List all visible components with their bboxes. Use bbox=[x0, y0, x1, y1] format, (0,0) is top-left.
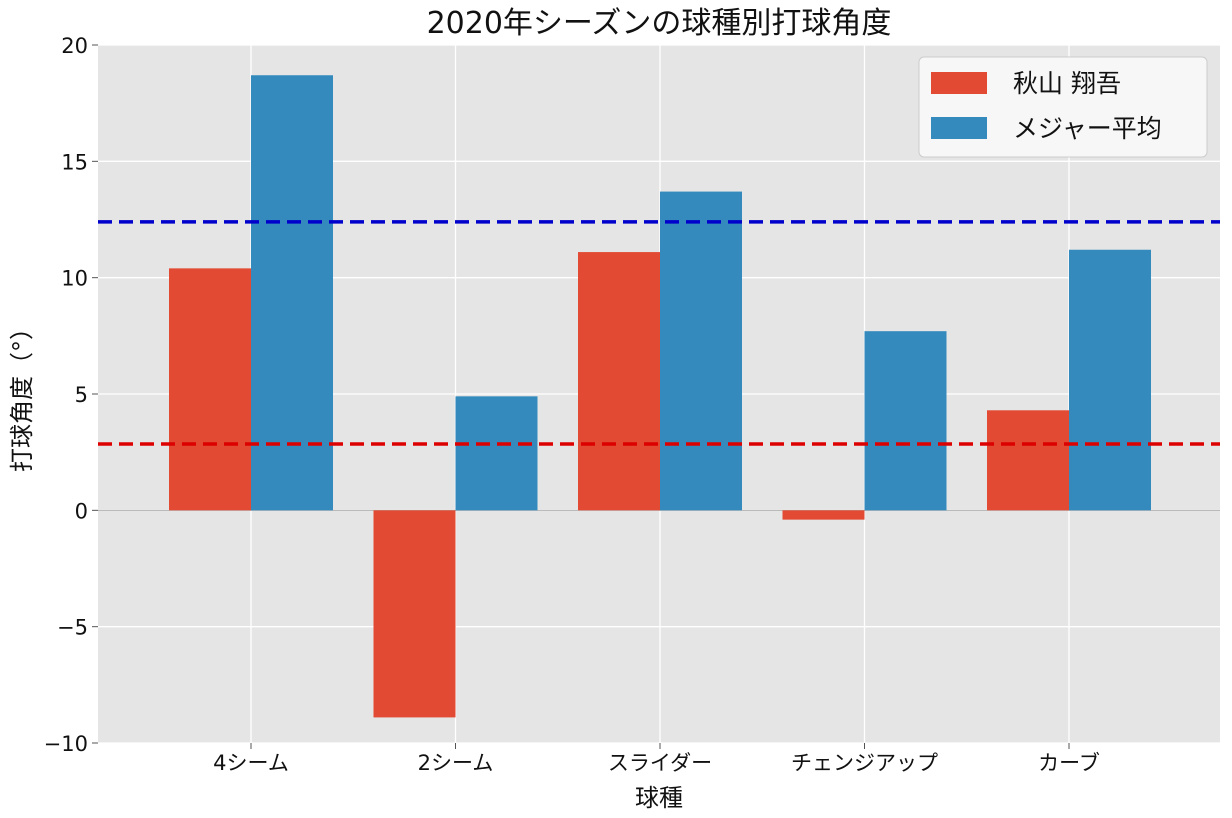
y-tick-label: −10 bbox=[44, 732, 88, 756]
bar-mlb-average bbox=[660, 191, 742, 511]
bars bbox=[169, 75, 1151, 718]
y-axis-ticks: −10 −5 0 5 10 15 20 bbox=[44, 34, 98, 756]
x-tick-label: スライダー bbox=[608, 751, 712, 775]
legend-swatch-akiyama bbox=[931, 72, 987, 94]
x-tick-label: チェンジアップ bbox=[791, 751, 938, 775]
chart-title: 2020年シーズンの球種別打球角度 bbox=[427, 6, 892, 41]
y-tick-label: 5 bbox=[75, 383, 88, 407]
bar-akiyama bbox=[373, 510, 456, 718]
x-axis-label: 球種 bbox=[635, 784, 683, 812]
legend-swatch-mlb-average bbox=[931, 117, 987, 139]
legend-label-akiyama: 秋山 翔吾 bbox=[1013, 69, 1121, 98]
bar-akiyama bbox=[169, 268, 251, 511]
bar-mlb-average bbox=[1069, 249, 1151, 511]
y-axis-label: 打球角度（°） bbox=[8, 316, 36, 472]
y-tick-label: 20 bbox=[61, 34, 88, 58]
x-tick-label: 2シーム bbox=[418, 751, 494, 775]
bar-mlb-average bbox=[251, 75, 333, 511]
y-tick-label: 10 bbox=[61, 267, 88, 291]
x-tick-label: カーブ bbox=[1038, 751, 1100, 775]
y-tick-label: 15 bbox=[61, 150, 88, 174]
bar-mlb-average bbox=[455, 396, 538, 511]
x-axis-ticks: 4シーム 2シーム スライダー チェンジアップ カーブ bbox=[213, 743, 1100, 775]
bar-akiyama bbox=[782, 510, 865, 520]
x-tick-label: 4シーム bbox=[213, 751, 289, 775]
legend-label-mlb-average: メジャー平均 bbox=[1013, 114, 1162, 143]
bar-mlb-average bbox=[864, 331, 947, 511]
y-tick-label: −5 bbox=[57, 616, 88, 640]
y-tick-label: 0 bbox=[75, 499, 88, 523]
reference-lines bbox=[98, 220, 1220, 446]
legend-frame bbox=[918, 56, 1208, 158]
bar-akiyama bbox=[578, 252, 660, 511]
bar-akiyama bbox=[987, 410, 1069, 511]
legend: 秋山 翔吾 メジャー平均 bbox=[918, 56, 1208, 158]
